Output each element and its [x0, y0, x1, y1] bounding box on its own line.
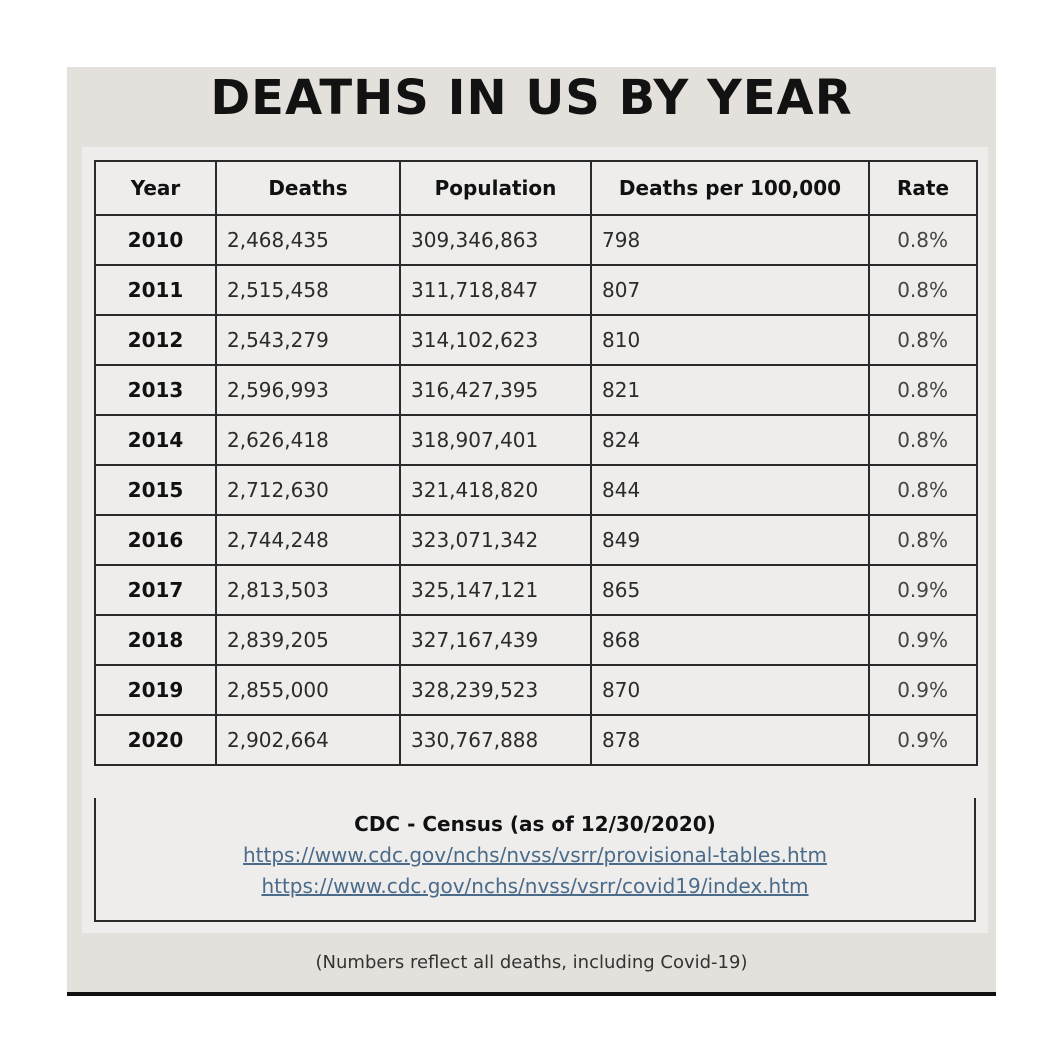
rate-cell: 0.8% [868, 214, 978, 266]
year-cell: 2018 [94, 614, 217, 666]
year-cell: 2012 [94, 314, 217, 366]
rate-cell: 0.8% [868, 264, 978, 316]
deaths-per-100000-cell: 824 [590, 414, 870, 466]
deaths-per-100000-cell: 798 [590, 214, 870, 266]
deaths-per-100000-cell: 821 [590, 364, 870, 416]
table-row: 2012 2,543,279 314,102,623 810 0.8% [94, 314, 978, 366]
column-header-population: Population [399, 160, 592, 216]
population-cell: 328,239,523 [399, 664, 592, 716]
year-cell: 2013 [94, 364, 217, 416]
year-cell: 2011 [94, 264, 217, 316]
deaths-per-100000-cell: 849 [590, 514, 870, 566]
table-body: 2010 2,468,435 309,346,863 798 0.8% 2011 2,515… [94, 214, 978, 766]
source-title: CDC - Census (as of 12/30/2020) [354, 812, 716, 836]
table-row: 2013 2,596,993 316,427,395 821 0.8% [94, 364, 978, 416]
deaths-per-100000-cell: 870 [590, 664, 870, 716]
footnote: (Numbers reflect all deaths, including C… [315, 952, 748, 973]
population-cell: 327,167,439 [399, 614, 592, 666]
population-cell: 330,767,888 [399, 714, 592, 766]
table-row: 2011 2,515,458 311,718,847 807 0.8% [94, 264, 978, 316]
deaths-cell: 2,813,503 [215, 564, 401, 616]
column-header-rate: Rate [868, 160, 978, 216]
deaths-table: Year Deaths Population Deaths per 100,00… [94, 160, 978, 766]
deaths-cell: 2,468,435 [215, 214, 401, 266]
rate-cell: 0.9% [868, 664, 978, 716]
bottom-rule [67, 992, 996, 996]
deaths-cell: 2,902,664 [215, 714, 401, 766]
deaths-per-100000-cell: 868 [590, 614, 870, 666]
year-cell: 2017 [94, 564, 217, 616]
year-cell: 2019 [94, 664, 217, 716]
table-row: 2017 2,813,503 325,147,121 865 0.9% [94, 564, 978, 616]
population-cell: 314,102,623 [399, 314, 592, 366]
rate-cell: 0.8% [868, 464, 978, 516]
deaths-cell: 2,626,418 [215, 414, 401, 466]
year-cell: 2014 [94, 414, 217, 466]
column-header-deaths: Deaths [215, 160, 401, 216]
population-cell: 325,147,121 [399, 564, 592, 616]
population-cell: 309,346,863 [399, 214, 592, 266]
population-cell: 318,907,401 [399, 414, 592, 466]
year-cell: 2020 [94, 714, 217, 766]
population-cell: 323,071,342 [399, 514, 592, 566]
deaths-per-100000-cell: 810 [590, 314, 870, 366]
rate-cell: 0.8% [868, 364, 978, 416]
rate-cell: 0.8% [868, 514, 978, 566]
column-header-deaths-per-100000: Deaths per 100,000 [590, 160, 870, 216]
rate-cell: 0.9% [868, 564, 978, 616]
deaths-cell: 2,744,248 [215, 514, 401, 566]
deaths-cell: 2,712,630 [215, 464, 401, 516]
deaths-cell: 2,839,205 [215, 614, 401, 666]
rate-cell: 0.9% [868, 614, 978, 666]
year-cell: 2016 [94, 514, 217, 566]
source-link-provisional-tables[interactable]: https://www.cdc.gov/nchs/nvss/vsrr/provi… [243, 843, 827, 867]
header-row: Year Deaths Population Deaths per 100,00… [94, 160, 978, 216]
table-row: 2018 2,839,205 327,167,439 868 0.9% [94, 614, 978, 666]
source-box: CDC - Census (as of 12/30/2020) https://… [94, 798, 976, 922]
table-row: 2014 2,626,418 318,907,401 824 0.8% [94, 414, 978, 466]
deaths-cell: 2,855,000 [215, 664, 401, 716]
rate-cell: 0.9% [868, 714, 978, 766]
population-cell: 311,718,847 [399, 264, 592, 316]
table-row: 2019 2,855,000 328,239,523 870 0.9% [94, 664, 978, 716]
deaths-per-100000-cell: 865 [590, 564, 870, 616]
column-header-year: Year [94, 160, 217, 216]
year-cell: 2015 [94, 464, 217, 516]
population-cell: 316,427,395 [399, 364, 592, 416]
deaths-cell: 2,543,279 [215, 314, 401, 366]
source-link-covid19[interactable]: https://www.cdc.gov/nchs/nvss/vsrr/covid… [261, 874, 809, 898]
table-row: 2020 2,902,664 330,767,888 878 0.9% [94, 714, 978, 766]
deaths-per-100000-cell: 844 [590, 464, 870, 516]
rate-cell: 0.8% [868, 414, 978, 466]
table-row: 2010 2,468,435 309,346,863 798 0.8% [94, 214, 978, 266]
table-row: 2016 2,744,248 323,071,342 849 0.8% [94, 514, 978, 566]
page-title: DEATHS IN US BY YEAR [210, 70, 853, 126]
deaths-cell: 2,596,993 [215, 364, 401, 416]
table-row: 2015 2,712,630 321,418,820 844 0.8% [94, 464, 978, 516]
deaths-cell: 2,515,458 [215, 264, 401, 316]
population-cell: 321,418,820 [399, 464, 592, 516]
year-cell: 2010 [94, 214, 217, 266]
rate-cell: 0.8% [868, 314, 978, 366]
deaths-per-100000-cell: 878 [590, 714, 870, 766]
deaths-per-100000-cell: 807 [590, 264, 870, 316]
